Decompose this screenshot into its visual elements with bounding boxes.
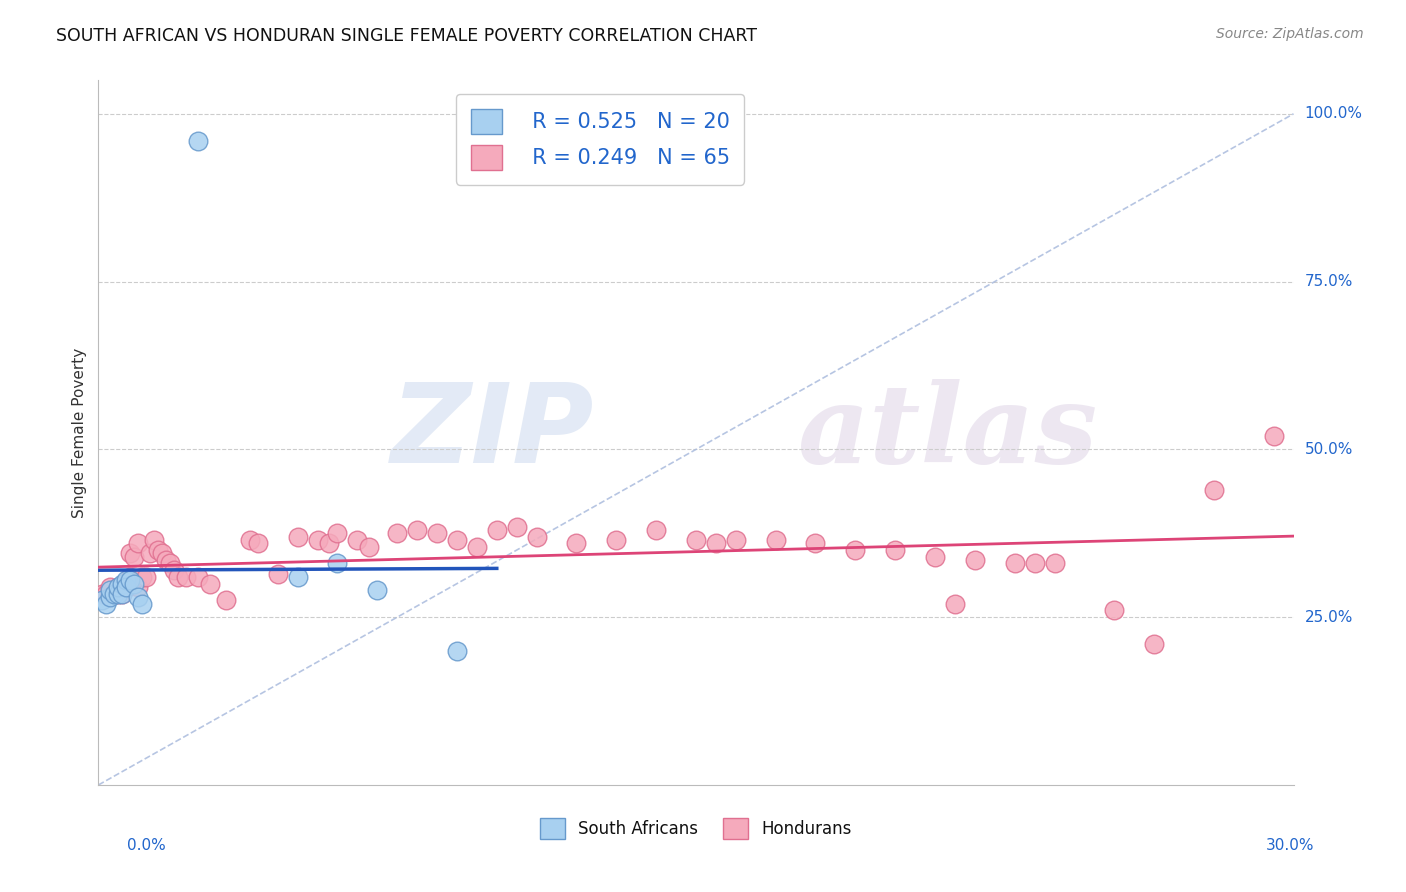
Text: SOUTH AFRICAN VS HONDURAN SINGLE FEMALE POVERTY CORRELATION CHART: SOUTH AFRICAN VS HONDURAN SINGLE FEMALE … [56,27,758,45]
Point [565,536,588,550]
Point [115,580,138,594]
Text: Source: ZipAtlas.com: Source: ZipAtlas.com [1216,27,1364,41]
Text: 25.0%: 25.0% [1305,609,1353,624]
Point [1202,483,1225,497]
Point [115,574,138,588]
Point [446,644,468,658]
Point [267,566,290,581]
Point [91,593,114,607]
Point [107,580,129,594]
Point [131,597,153,611]
Point [346,533,368,547]
Point [359,540,381,554]
Point [446,533,468,547]
Text: ZIP: ZIP [391,379,595,486]
Point [135,570,157,584]
Point [107,580,129,594]
Point [167,570,190,584]
Point [1263,429,1285,443]
Point [91,587,114,601]
Legend: South Africans, Hondurans: South Africans, Hondurans [531,810,860,847]
Point [174,570,197,584]
Point [155,553,177,567]
Point [120,546,142,560]
Text: 50.0%: 50.0% [1305,442,1353,457]
Point [120,570,142,584]
Point [963,553,986,567]
Point [1043,557,1066,571]
Point [1024,557,1046,571]
Point [127,590,149,604]
Point [385,526,409,541]
Point [765,533,787,547]
Y-axis label: Single Female Poverty: Single Female Poverty [72,348,87,517]
Point [724,533,747,547]
Text: 75.0%: 75.0% [1305,274,1353,289]
Text: 100.0%: 100.0% [1305,106,1362,121]
Point [103,587,125,601]
Point [96,597,118,611]
Point [844,543,866,558]
Point [884,543,907,558]
Point [605,533,627,547]
Point [187,134,209,148]
Point [127,536,149,550]
Text: atlas: atlas [797,379,1098,486]
Point [326,557,349,571]
Point [426,526,449,541]
Point [645,523,668,537]
Point [98,583,122,598]
Point [326,526,349,541]
Point [103,587,125,601]
Point [187,570,209,584]
Point [127,580,149,594]
Point [215,593,238,607]
Point [98,580,122,594]
Point [131,570,153,584]
Point [287,570,309,584]
Point [924,549,946,564]
Point [124,549,146,564]
Point [111,576,134,591]
Point [239,533,262,547]
Point [150,546,173,560]
Point [163,563,186,577]
Point [107,587,129,601]
Point [198,576,221,591]
Point [98,587,122,601]
Point [96,587,118,601]
Point [685,533,707,547]
Point [159,557,181,571]
Point [506,519,529,533]
Point [406,523,429,537]
Point [287,530,309,544]
Point [139,546,162,560]
Point [1004,557,1026,571]
Point [318,536,340,550]
Point [111,587,134,601]
Point [704,536,727,550]
Point [465,540,488,554]
Point [115,580,138,594]
Point [124,576,146,591]
Point [148,543,170,558]
Point [526,530,548,544]
Text: 30.0%: 30.0% [1267,838,1315,854]
Point [1104,603,1126,617]
Point [485,523,508,537]
Point [804,536,827,550]
Point [943,597,966,611]
Point [120,574,142,588]
Point [107,587,129,601]
Point [366,583,388,598]
Point [111,587,134,601]
Text: 0.0%: 0.0% [127,838,166,854]
Point [1143,637,1166,651]
Point [98,590,122,604]
Point [246,536,269,550]
Point [307,533,329,547]
Point [143,533,166,547]
